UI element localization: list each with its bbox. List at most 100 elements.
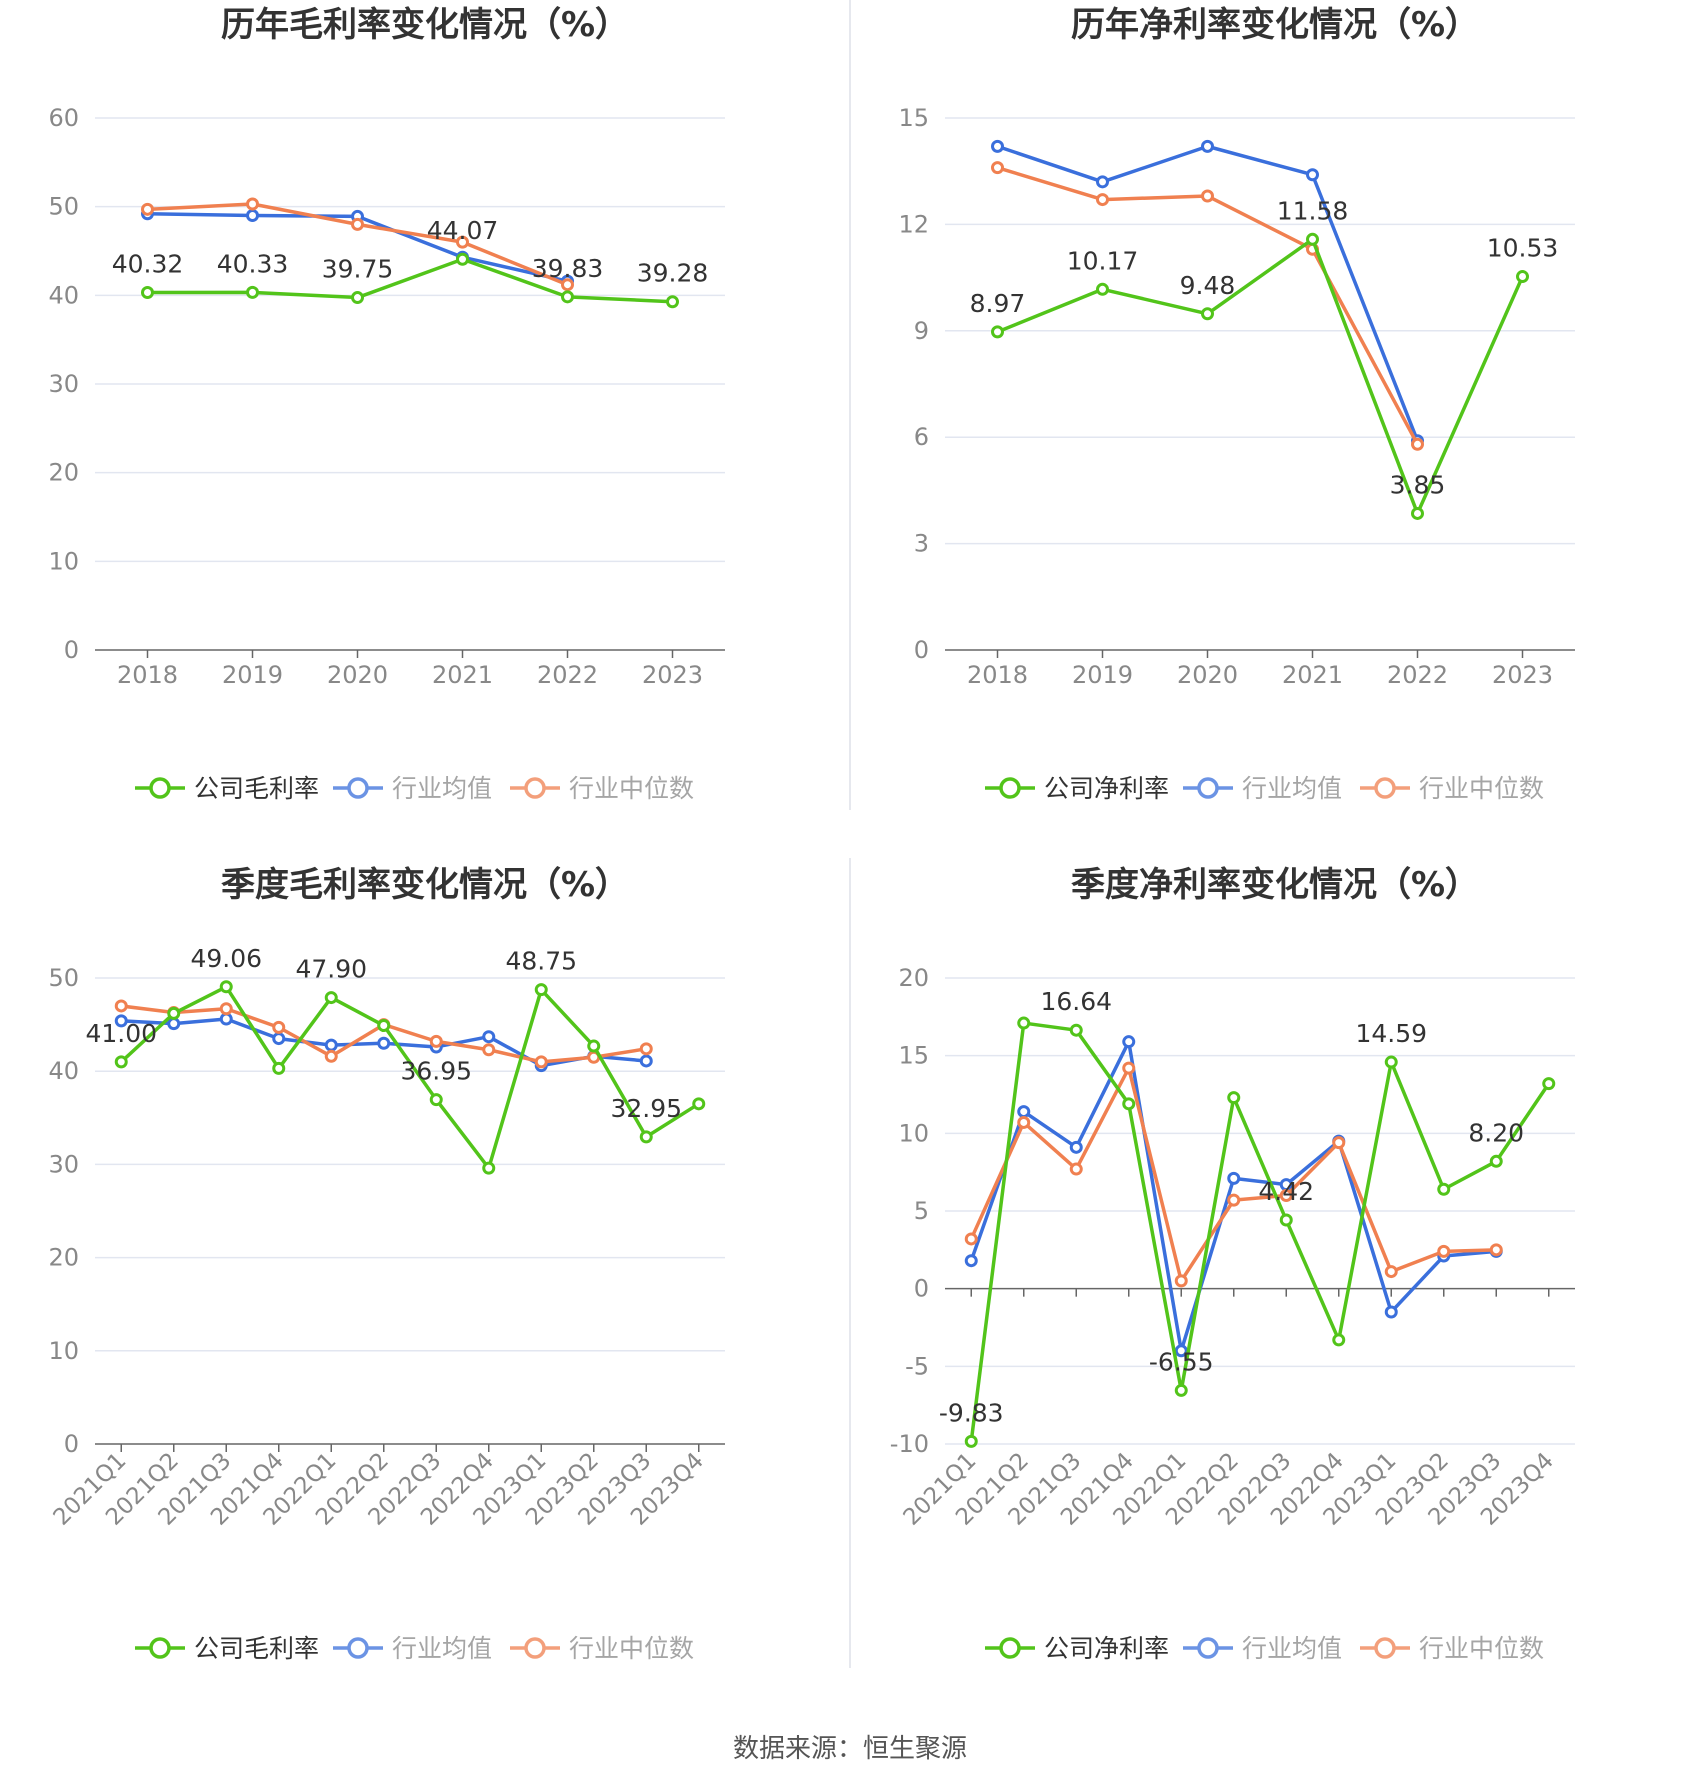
chart-annual-net-margin: 历年净利率变化情况（%） 0 3 6 9 12 15 2018 2019 2020 2021 2022… bbox=[850, 0, 1700, 860]
legend-marker bbox=[149, 1637, 171, 1659]
data-point bbox=[639, 1042, 653, 1056]
y-tick-label: 40 bbox=[48, 1057, 79, 1085]
data-label: 14.59 bbox=[1355, 1019, 1427, 1048]
y-tick-label: 20 bbox=[48, 1244, 79, 1272]
data-point bbox=[1174, 1344, 1188, 1358]
y-tick-label: -5 bbox=[905, 1352, 929, 1380]
data-point bbox=[561, 290, 574, 304]
legend-marker bbox=[1374, 777, 1396, 799]
data-point bbox=[219, 1012, 233, 1026]
legend-label: 行业均值 bbox=[1242, 1634, 1342, 1663]
data-point bbox=[1122, 1097, 1136, 1111]
legend-marker bbox=[999, 777, 1021, 799]
data-point bbox=[482, 1030, 496, 1044]
x-tick-label: 2023 bbox=[642, 661, 703, 689]
data-point bbox=[561, 278, 574, 292]
data-label: 4.42 bbox=[1258, 1177, 1314, 1206]
data-point bbox=[1437, 1182, 1451, 1196]
chart-title: 历年净利率变化情况（%） bbox=[1071, 5, 1479, 45]
data-label: 41.00 bbox=[85, 1019, 157, 1048]
data-point bbox=[114, 1014, 128, 1028]
data-point bbox=[1306, 232, 1319, 246]
data-label: 40.33 bbox=[217, 249, 289, 278]
data-point bbox=[1201, 189, 1214, 203]
data-point bbox=[456, 252, 469, 266]
data-point bbox=[377, 1036, 391, 1050]
legend-label: 行业中位数 bbox=[1419, 1634, 1544, 1663]
data-label: 39.83 bbox=[532, 254, 604, 283]
data-source: 数据来源：恒生聚源 bbox=[732, 1734, 967, 1764]
series-line bbox=[120, 985, 700, 1170]
legend-label: 公司毛利率 bbox=[194, 1634, 319, 1663]
data-label: 44.07 bbox=[427, 216, 499, 245]
data-point bbox=[639, 1054, 653, 1068]
data-point bbox=[246, 197, 259, 211]
data-label: 16.64 bbox=[1040, 987, 1112, 1016]
data-point bbox=[991, 325, 1004, 339]
data-point bbox=[1201, 139, 1214, 153]
data-point bbox=[1174, 1383, 1188, 1397]
chart-annual-gross-margin: 历年毛利率变化情况（%） 0 10 20 30 40 50 60 2018 2019 2020 202… bbox=[0, 0, 850, 860]
data-point bbox=[1489, 1154, 1503, 1168]
y-tick-label: 10 bbox=[898, 1119, 929, 1147]
x-tick-label: 2018 bbox=[967, 661, 1028, 689]
data-point bbox=[639, 1130, 653, 1144]
legend-marker bbox=[149, 777, 171, 799]
x-tick-label: 2021 bbox=[432, 661, 493, 689]
y-tick-label: 10 bbox=[48, 1337, 79, 1365]
data-label: 8.20 bbox=[1468, 1118, 1524, 1147]
y-tick-label: 0 bbox=[914, 1275, 929, 1303]
data-point bbox=[1227, 1091, 1241, 1105]
legend-item: 公司净利率 bbox=[985, 1634, 1169, 1663]
data-label: 39.28 bbox=[637, 259, 709, 288]
y-tick-label: 15 bbox=[898, 1042, 929, 1070]
data-point bbox=[1489, 1243, 1503, 1257]
data-point bbox=[351, 217, 364, 231]
data-point bbox=[351, 291, 364, 305]
legend-label: 公司净利率 bbox=[1044, 1634, 1169, 1663]
chart-title: 历年毛利率变化情况（%） bbox=[221, 5, 629, 45]
data-point bbox=[964, 1434, 978, 1448]
data-label: 8.97 bbox=[970, 289, 1026, 318]
legend-item: 公司毛利率 bbox=[135, 774, 319, 803]
data-label: 32.95 bbox=[610, 1094, 682, 1123]
data-point bbox=[964, 1232, 978, 1246]
data-point bbox=[1279, 1213, 1293, 1227]
legend-item: 公司净利率 bbox=[985, 774, 1169, 803]
data-point bbox=[219, 1002, 233, 1016]
data-label: 10.53 bbox=[1487, 234, 1559, 263]
chart-title: 季度毛利率变化情况（%） bbox=[221, 865, 629, 905]
y-tick-label: 0 bbox=[64, 636, 79, 664]
chart-quarterly-net-margin: 季度净利率变化情况（%） -10 -5 0 5 10 15 20 2021Q1 2021Q2 202… bbox=[850, 860, 1700, 1720]
data-point bbox=[964, 1254, 978, 1268]
y-tick-label: 5 bbox=[914, 1197, 929, 1225]
data-point bbox=[1096, 282, 1109, 296]
data-point bbox=[377, 1019, 391, 1033]
y-tick-label: 12 bbox=[898, 210, 929, 238]
legend-label: 公司净利率 bbox=[1044, 774, 1169, 803]
y-tick-label: 50 bbox=[48, 193, 79, 221]
y-tick-label: 9 bbox=[914, 317, 929, 345]
data-label: 36.95 bbox=[400, 1057, 472, 1086]
x-tick-label: 2019 bbox=[222, 661, 283, 689]
legend-item: 行业中位数 bbox=[1360, 1634, 1544, 1663]
chart-svg: 季度净利率变化情况（%）-10-5051015202021Q12021Q2202… bbox=[890, 865, 1575, 1663]
y-tick-label: 30 bbox=[48, 370, 79, 398]
data-point bbox=[141, 285, 154, 299]
legend-marker bbox=[1374, 1637, 1396, 1659]
series-line bbox=[147, 257, 673, 304]
y-tick-label: 3 bbox=[914, 530, 929, 558]
data-label: 49.06 bbox=[190, 944, 262, 973]
data-point bbox=[1069, 1140, 1083, 1154]
data-point bbox=[991, 139, 1004, 153]
legend-item: 行业中位数 bbox=[510, 774, 694, 803]
x-tick-label: 2022 bbox=[537, 661, 598, 689]
data-label: 39.75 bbox=[322, 255, 394, 284]
x-tick-label: 2022 bbox=[1387, 661, 1448, 689]
data-point bbox=[272, 1032, 286, 1046]
legend-label: 行业中位数 bbox=[569, 1634, 694, 1663]
data-point bbox=[482, 1161, 496, 1175]
series-line bbox=[969, 1021, 1551, 1442]
data-point bbox=[1227, 1171, 1241, 1185]
data-point bbox=[167, 1006, 181, 1020]
